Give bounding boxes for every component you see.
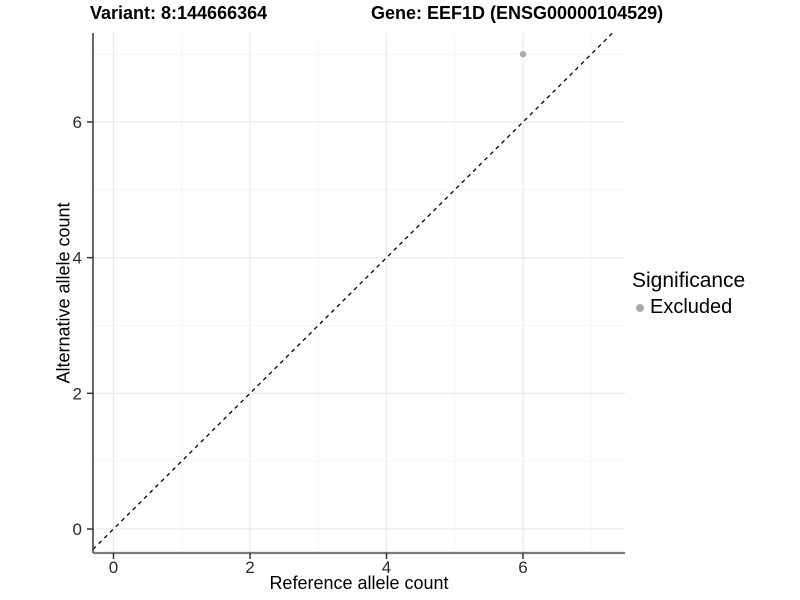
plot-title-variant: Variant: 8:144666364 <box>90 3 268 23</box>
plot-title-gene: Gene: EEF1D (ENSG00000104529) <box>371 3 664 23</box>
y-tick-label: 0 <box>73 520 82 539</box>
legend-item-excluded: Excluded <box>632 296 745 319</box>
y-axis-title: Alternative allele count <box>53 202 74 384</box>
legend-title: Significance <box>632 269 746 292</box>
x-tick-label: 4 <box>382 558 391 577</box>
legend: Significance Excluded <box>632 269 745 319</box>
x-tick-label: 6 <box>518 558 527 577</box>
x-tick-label: 2 <box>245 558 254 577</box>
legend-point-icon <box>636 303 644 312</box>
x-tick-label: 0 <box>109 558 118 577</box>
y-tick-label: 2 <box>73 384 82 403</box>
x-axis-title: Reference allele count <box>269 573 449 593</box>
legend-item-label: Excluded <box>650 296 733 318</box>
y-tick-label: 6 <box>73 113 82 132</box>
identity-reference-line <box>92 32 613 550</box>
data-point <box>519 50 527 58</box>
y-tick-label: 4 <box>73 249 82 268</box>
